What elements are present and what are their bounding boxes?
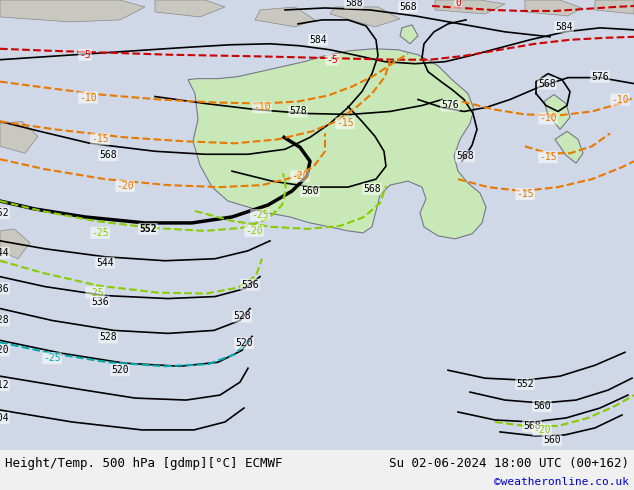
Text: 560: 560 [301, 186, 319, 196]
Text: -5: -5 [326, 55, 338, 65]
Polygon shape [0, 229, 30, 259]
Text: 512: 512 [0, 380, 9, 390]
Text: -10: -10 [611, 95, 629, 104]
Text: -25: -25 [251, 210, 269, 220]
Text: 576: 576 [591, 72, 609, 82]
Text: 568: 568 [363, 184, 381, 194]
Text: 536: 536 [91, 296, 109, 307]
Text: 520: 520 [111, 365, 129, 375]
Text: -20: -20 [245, 226, 263, 236]
Text: Su 02-06-2024 18:00 UTC (00+162): Su 02-06-2024 18:00 UTC (00+162) [389, 457, 629, 470]
Text: 568: 568 [99, 150, 117, 160]
Text: 536: 536 [241, 280, 259, 290]
Text: 528: 528 [233, 312, 251, 321]
Text: Height/Temp. 500 hPa [gdmp][°C] ECMWF: Height/Temp. 500 hPa [gdmp][°C] ECMWF [5, 457, 283, 470]
Polygon shape [435, 0, 505, 14]
Polygon shape [0, 0, 145, 22]
Polygon shape [0, 122, 38, 153]
Text: 520: 520 [0, 345, 9, 355]
Text: 0: 0 [455, 0, 461, 8]
Text: -10: -10 [253, 102, 271, 113]
Text: ©weatheronline.co.uk: ©weatheronline.co.uk [494, 477, 629, 487]
Text: -25: -25 [86, 288, 104, 297]
Polygon shape [525, 0, 582, 16]
Text: -15: -15 [91, 134, 109, 145]
Text: 552: 552 [0, 208, 9, 218]
Polygon shape [595, 0, 634, 14]
Text: 588: 588 [345, 0, 363, 8]
Polygon shape [555, 131, 583, 163]
Text: -20: -20 [291, 171, 309, 181]
Text: 578: 578 [289, 106, 307, 117]
Text: -10: -10 [539, 113, 557, 123]
Text: 552: 552 [139, 224, 157, 234]
Text: 568: 568 [523, 421, 541, 431]
Text: -15: -15 [539, 152, 557, 162]
Polygon shape [155, 0, 225, 17]
Text: 504: 504 [0, 413, 9, 423]
Text: 584: 584 [555, 22, 573, 32]
Text: 544: 544 [0, 248, 9, 258]
Polygon shape [400, 25, 418, 44]
Text: -25: -25 [43, 353, 61, 363]
Text: 536: 536 [0, 284, 9, 294]
Polygon shape [544, 95, 570, 129]
Polygon shape [188, 49, 486, 239]
Text: -10: -10 [79, 93, 97, 102]
Text: -20: -20 [116, 181, 134, 191]
Polygon shape [330, 7, 400, 27]
Text: 552: 552 [516, 379, 534, 389]
Text: 584: 584 [309, 35, 327, 45]
Text: 560: 560 [543, 435, 561, 445]
Text: -20: -20 [533, 425, 551, 435]
Text: 520: 520 [235, 338, 253, 348]
Polygon shape [255, 7, 315, 27]
Text: -15: -15 [336, 119, 354, 128]
Text: -15: -15 [516, 189, 534, 199]
Text: 544: 544 [96, 258, 114, 268]
Text: 528: 528 [99, 332, 117, 343]
Text: 568: 568 [399, 2, 417, 12]
Text: 560: 560 [533, 401, 551, 411]
Text: -5: -5 [79, 49, 91, 60]
Text: 528: 528 [0, 316, 9, 325]
Text: -25: -25 [91, 228, 109, 238]
Text: 568: 568 [456, 151, 474, 161]
Text: 568: 568 [538, 78, 556, 89]
Text: 576: 576 [441, 100, 459, 110]
